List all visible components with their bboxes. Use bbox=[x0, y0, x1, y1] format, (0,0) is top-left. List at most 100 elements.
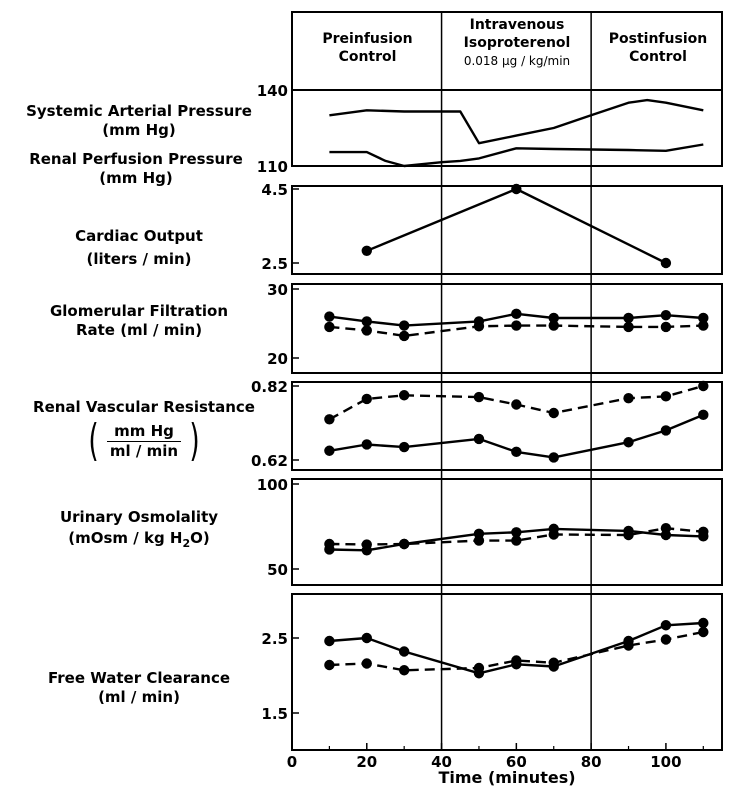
point-rvr-0-4 bbox=[511, 446, 522, 458]
point-gfr-0-4 bbox=[511, 308, 522, 320]
point-rvr-1-0 bbox=[324, 414, 335, 425]
point-gfr-1-8 bbox=[698, 320, 709, 331]
series-line-free_water-dashed bbox=[329, 630, 704, 672]
label-rpp-line1: Renal Perfusion Pressure bbox=[29, 150, 243, 168]
series-line-gfr-dashed bbox=[329, 324, 704, 338]
label-systemic-arterial-pressure: Systemic Arterial Pressure (mm Hg) bbox=[0, 102, 278, 140]
point-gfr-0-1 bbox=[361, 316, 372, 327]
point-rvr-0-3 bbox=[473, 433, 485, 445]
label-fwc-line2: (ml / min) bbox=[98, 688, 180, 706]
point-cardiac_output-0-2 bbox=[660, 257, 672, 269]
period-isoproterenol-line1: Intravenous bbox=[469, 17, 565, 33]
y-tick-label-cardiac_output-1: 2.5 bbox=[261, 255, 288, 273]
point-free_water-0-0 bbox=[324, 635, 335, 647]
point-osmolality-1-5 bbox=[548, 529, 559, 540]
series-line-pressure-solid bbox=[329, 98, 704, 145]
y-tick-label-rvr-0: 0.82 bbox=[251, 378, 288, 396]
x-tick-label-0: 0 bbox=[287, 753, 297, 771]
point-gfr-0-7 bbox=[660, 310, 672, 321]
point-cardiac_output-0-0 bbox=[361, 245, 372, 256]
y-tick-label-osmolality-0: 100 bbox=[257, 476, 288, 494]
label-renal-vascular-resistance: Renal Vascular Resistance ( mm Hg ml / m… bbox=[0, 398, 288, 463]
point-gfr-0-5 bbox=[548, 312, 559, 324]
point-cardiac_output-0-1 bbox=[511, 183, 522, 195]
label-uo-unit-sub: 2 bbox=[182, 537, 191, 550]
point-gfr-1-7 bbox=[660, 321, 672, 333]
rvr-numerator: mm Hg bbox=[106, 422, 182, 442]
x-tick-label-3: 60 bbox=[506, 753, 527, 771]
point-rvr-1-5 bbox=[548, 407, 559, 419]
label-rpp-line2: (mm Hg) bbox=[99, 169, 173, 187]
point-free_water-0-2 bbox=[398, 646, 410, 657]
label-rvr-unit: ( mm Hg ml / min ) bbox=[0, 419, 288, 463]
point-free_water-1-6 bbox=[623, 640, 634, 651]
y-tick-label-gfr-0: 30 bbox=[267, 281, 288, 299]
label-fwc-line1: Free Water Clearance bbox=[47, 669, 231, 687]
point-rvr-0-5 bbox=[548, 452, 559, 463]
series-line-osmolality-dashed bbox=[329, 527, 704, 546]
point-rvr-0-1 bbox=[361, 439, 372, 450]
point-free_water-0-8 bbox=[698, 617, 709, 629]
label-free-water-clearance: Free Water Clearance (ml / min) bbox=[10, 669, 268, 707]
point-gfr-1-3 bbox=[473, 321, 485, 332]
point-gfr-1-5 bbox=[548, 320, 559, 331]
right-paren: ) bbox=[189, 415, 201, 466]
point-gfr-1-4 bbox=[511, 320, 522, 331]
series-line-cardiac_output-solid bbox=[366, 187, 667, 265]
point-osmolality-1-2 bbox=[398, 538, 410, 550]
y-tick-label-osmolality-1: 50 bbox=[267, 561, 288, 579]
point-free_water-1-1 bbox=[361, 658, 372, 669]
panel-frame-cardiac_output bbox=[291, 185, 723, 275]
label-uo-unit-a: (mOsm / kg H bbox=[68, 529, 183, 547]
y-tick-label-gfr-1: 20 bbox=[267, 350, 288, 368]
period-preinfusion: Preinfusion Control bbox=[295, 30, 440, 66]
label-gfr-line1: Glomerular Filtration bbox=[49, 302, 229, 320]
point-rvr-0-8 bbox=[698, 409, 709, 421]
label-gfr-line2: Rate (ml / min) bbox=[75, 321, 203, 339]
x-tick-label-5: 100 bbox=[650, 753, 681, 771]
label-sap-line2: (mm Hg) bbox=[102, 121, 176, 139]
label-co-line2: (liters / min) bbox=[86, 250, 192, 268]
point-free_water-1-8 bbox=[698, 626, 709, 638]
series-line-pressure-solid bbox=[329, 143, 704, 168]
point-rvr-1-3 bbox=[473, 391, 485, 403]
point-rvr-0-6 bbox=[623, 437, 634, 448]
panel-frame-rvr bbox=[291, 381, 723, 471]
label-uo-line2: (mOsm / kg H2O) bbox=[10, 529, 268, 553]
point-gfr-0-0 bbox=[324, 311, 335, 322]
label-uo-unit-b: O) bbox=[190, 529, 210, 547]
period-isoproterenol: Intravenous Isoproterenol 0.018 μg / kg/… bbox=[440, 16, 594, 70]
period-postinfusion: Postinfusion Control bbox=[594, 30, 722, 66]
point-osmolality-1-6 bbox=[623, 529, 634, 541]
period-isoproterenol-line2: Isoproterenol bbox=[463, 35, 571, 51]
point-osmolality-1-8 bbox=[698, 526, 709, 537]
rvr-fraction: mm Hg ml / min bbox=[106, 422, 182, 461]
point-osmolality-1-3 bbox=[473, 535, 485, 546]
point-gfr-0-2 bbox=[398, 320, 410, 331]
point-gfr-0-8 bbox=[698, 312, 709, 324]
y-tick-label-rvr-1: 0.62 bbox=[251, 452, 288, 470]
point-rvr-0-0 bbox=[324, 445, 335, 456]
point-free_water-1-5 bbox=[548, 657, 559, 668]
period-isoproterenol-dose: 0.018 μg / kg/min bbox=[463, 54, 571, 68]
point-gfr-0-6 bbox=[623, 312, 634, 324]
point-osmolality-1-0 bbox=[324, 538, 335, 550]
left-paren: ( bbox=[87, 415, 99, 466]
panel-frame-osmolality bbox=[291, 478, 723, 586]
period-preinfusion-line2: Control bbox=[338, 49, 397, 65]
point-free_water-1-7 bbox=[660, 634, 672, 645]
label-rvr-line1: Renal Vascular Resistance bbox=[33, 398, 255, 416]
label-co-line1: Cardiac Output bbox=[75, 227, 203, 245]
point-free_water-1-3 bbox=[473, 662, 485, 674]
point-gfr-1-2 bbox=[398, 330, 410, 342]
y-tick-label-free_water-0: 2.5 bbox=[261, 630, 288, 648]
x-tick-label-1: 20 bbox=[356, 753, 377, 771]
label-glomerular-filtration-rate: Glomerular Filtration Rate (ml / min) bbox=[10, 302, 268, 340]
point-gfr-1-0 bbox=[324, 321, 335, 333]
point-osmolality-1-7 bbox=[660, 523, 672, 534]
rvr-denominator: ml / min bbox=[109, 441, 179, 460]
point-rvr-1-2 bbox=[398, 390, 410, 401]
period-postinfusion-line2: Control bbox=[629, 49, 687, 65]
